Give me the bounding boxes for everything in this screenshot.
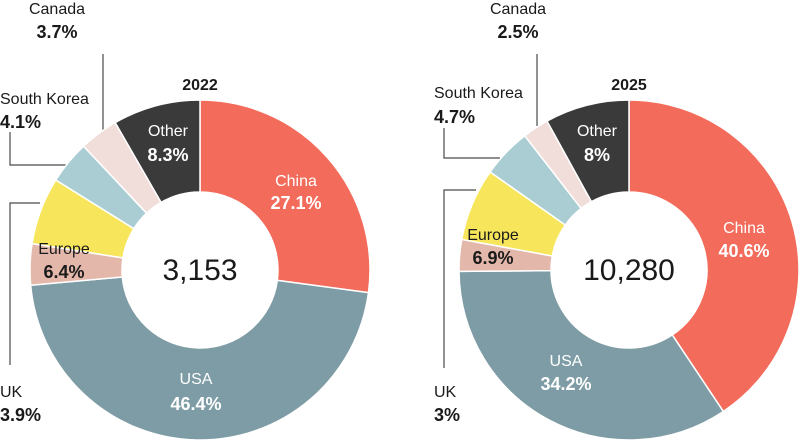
slice-label-south-korea: South Korea — [434, 85, 523, 102]
chart-title: 2022 — [182, 77, 218, 94]
chart-title: 2025 — [611, 77, 647, 94]
slice-label-canada: Canada — [490, 1, 546, 18]
leader-line-uk — [9, 202, 40, 365]
slice-value-europe: 6.9% — [472, 248, 513, 268]
slice-label-uk: UK — [434, 384, 457, 401]
leader-line-uk — [443, 189, 476, 368]
slice-value-uk: 3% — [434, 405, 460, 425]
slice-value-china: 40.6% — [718, 241, 769, 261]
slice-label-china: China — [275, 173, 317, 190]
slice-value-china: 27.1% — [270, 193, 321, 213]
slice-label-europe: Europe — [467, 227, 519, 244]
slice-value-other: 8% — [584, 145, 610, 165]
slice-usa — [29, 276, 370, 441]
slice-value-uk: 3.9% — [0, 405, 41, 425]
slice-label-canada: Canada — [29, 1, 85, 18]
slice-other — [114, 99, 201, 204]
slice-china — [628, 99, 800, 413]
slice-other — [546, 99, 630, 203]
slice-label-usa: USA — [180, 371, 213, 388]
slice-label-other: Other — [148, 123, 189, 140]
slice-value-usa: 46.4% — [170, 394, 221, 414]
slice-label-south-korea: South Korea — [0, 91, 89, 108]
slice-value-europe: 6.4% — [43, 262, 84, 282]
slice-label-other: Other — [577, 123, 618, 140]
slice-value-south-korea: 4.1% — [0, 112, 41, 132]
slice-label-uk: UK — [0, 384, 23, 401]
leader-line-south-korea — [9, 132, 68, 166]
slice-label-europe: Europe — [38, 241, 90, 258]
slice-usa — [458, 269, 725, 441]
chart-2022: 2022 3,153 China 27.1% USA 46.4% UK 3.9% Europe 6… — [0, 1, 371, 441]
slice-value-south-korea: 4.7% — [434, 107, 475, 127]
leader-line-south-korea — [443, 128, 500, 159]
slice-value-other: 8.3% — [147, 145, 188, 165]
slice-value-usa: 34.2% — [540, 374, 591, 394]
center-total: 10,280 — [583, 254, 675, 287]
slice-label-usa: USA — [550, 353, 583, 370]
slice-china — [199, 99, 371, 294]
slice-value-canada: 2.5% — [497, 22, 538, 42]
chart-2025: 2025 10,280 China 40.6% USA 34.2% UK 3% Europe 6.… — [434, 1, 800, 441]
slice-value-canada: 3.7% — [36, 22, 77, 42]
slice-label-china: China — [723, 220, 765, 237]
center-total: 3,153 — [162, 254, 237, 287]
